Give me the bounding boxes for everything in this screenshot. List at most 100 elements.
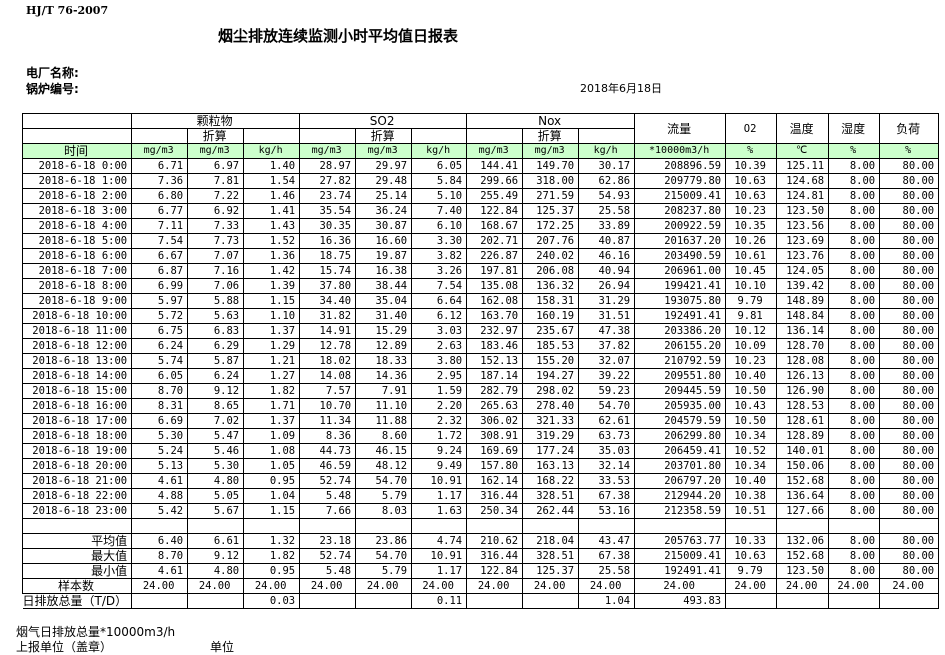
cell: 125.37 <box>522 203 580 219</box>
cell: 40.87 <box>578 233 636 249</box>
cell: 8.00 <box>828 533 881 549</box>
cell <box>466 593 524 609</box>
cell: 8.00 <box>828 503 881 519</box>
cell: 144.41 <box>466 158 524 174</box>
unit-cell: *10000m3/h <box>634 143 727 159</box>
header-row-groups: 颗粒物 SO2 Nox 流量 O2 温度 湿度 负荷 <box>21 113 940 144</box>
cell: 11.10 <box>355 398 413 414</box>
cell: 5.46 <box>187 443 245 459</box>
cell: 206797.20 <box>634 473 727 489</box>
cell: 5.30 <box>131 428 189 444</box>
cell <box>466 518 524 534</box>
cell: 10.61 <box>725 248 778 264</box>
table-row: 2018-6-18 8:00 6.99 7.06 1.39 37.80 38.44 7.54… <box>21 278 940 294</box>
cell: 162.08 <box>466 293 524 309</box>
header-converted: 折算 <box>187 128 245 144</box>
header-time: 时间 <box>21 143 133 159</box>
cell: 11.88 <box>355 413 413 429</box>
cell: 29.48 <box>355 173 413 189</box>
row-label: 2018-6-18 0:00 <box>21 158 133 174</box>
row-label: 2018-6-18 22:00 <box>21 488 133 504</box>
cell <box>828 518 881 534</box>
cell: 62.61 <box>578 413 636 429</box>
cell: 206459.41 <box>634 443 727 459</box>
cell: 2.20 <box>411 398 468 414</box>
cell: 52.74 <box>299 473 357 489</box>
cell: 8.31 <box>131 398 189 414</box>
cell: 204579.59 <box>634 413 727 429</box>
cell: 168.67 <box>466 218 524 234</box>
cell: 306.02 <box>466 413 524 429</box>
cell: 1.21 <box>243 353 301 369</box>
cell: 30.87 <box>355 218 413 234</box>
cell: 24.00 <box>725 578 778 594</box>
header-blank <box>299 128 357 144</box>
table-row: 2018-6-18 13:00 5.74 5.87 1.21 18.02 18.33 3.8… <box>21 353 940 369</box>
cell: 48.12 <box>355 458 413 474</box>
cell: 7.06 <box>187 278 245 294</box>
cell: 149.70 <box>522 158 580 174</box>
cell: 10.39 <box>725 158 778 174</box>
cell: 1.54 <box>243 173 301 189</box>
cell: 7.73 <box>187 233 245 249</box>
cell: 0.95 <box>243 473 301 489</box>
cell: 80.00 <box>879 233 940 249</box>
cell: 10.91 <box>411 473 468 489</box>
cell: 8.70 <box>131 548 189 564</box>
cell: 200922.59 <box>634 218 727 234</box>
unit-cell: mg/m3 <box>131 143 189 159</box>
cell: 38.44 <box>355 278 413 294</box>
cell: 158.31 <box>522 293 580 309</box>
cell: 209779.80 <box>634 173 727 189</box>
cell: 18.75 <box>299 248 357 264</box>
cell: 1.40 <box>243 158 301 174</box>
cell: 8.00 <box>828 158 881 174</box>
unit-cell: kg/h <box>578 143 636 159</box>
cell: 8.00 <box>828 323 881 339</box>
cell <box>578 518 636 534</box>
cell: 5.47 <box>187 428 245 444</box>
cell: 5.63 <box>187 308 245 324</box>
cell: 210792.59 <box>634 353 727 369</box>
cell: 128.70 <box>776 338 830 354</box>
cell: 150.06 <box>776 458 830 474</box>
cell: 24.00 <box>131 578 189 594</box>
cell: 132.06 <box>776 533 830 549</box>
cell <box>299 593 357 609</box>
unit-cell: mg/m3 <box>187 143 245 159</box>
cell: 10.23 <box>725 203 778 219</box>
cell: 80.00 <box>879 368 940 384</box>
boiler-number-label: 锅炉编号: <box>26 82 79 96</box>
cell: 5.48 <box>299 488 357 504</box>
cell: 316.44 <box>466 488 524 504</box>
cell <box>131 518 189 534</box>
table-row: 2018-6-18 16:00 8.31 8.65 1.71 10.70 11.10 2.2… <box>21 398 940 414</box>
table-row: 2018-6-18 0:00 6.71 6.97 1.40 28.97 29.97 6.05… <box>21 158 940 174</box>
cell: 10.33 <box>725 533 778 549</box>
cell: 6.77 <box>131 203 189 219</box>
cell <box>828 593 881 609</box>
cell: 194.27 <box>522 368 580 384</box>
cell: 265.63 <box>466 398 524 414</box>
cell: 201637.20 <box>634 233 727 249</box>
cell: 14.08 <box>299 368 357 384</box>
row-label: 2018-6-18 4:00 <box>21 218 133 234</box>
cell: 202.71 <box>466 233 524 249</box>
cell: 183.46 <box>466 338 524 354</box>
cell: 2.32 <box>411 413 468 429</box>
cell: 7.81 <box>187 173 245 189</box>
cell: 80.00 <box>879 158 940 174</box>
cell: 136.14 <box>776 323 830 339</box>
standard-code: HJ/T 76-2007 <box>26 4 109 17</box>
report-title: 烟尘排放连续监测小时平均值日报表 <box>218 27 459 45</box>
cell: 67.38 <box>578 488 636 504</box>
cell: 5.79 <box>355 563 413 579</box>
cell: 124.81 <box>776 188 830 204</box>
row-label: 平均值 <box>21 533 133 549</box>
cell: 33.53 <box>578 473 636 489</box>
cell: 1.39 <box>243 278 301 294</box>
cell: 208237.80 <box>634 203 727 219</box>
plant-name-label: 电厂名称: <box>26 66 79 80</box>
cell <box>776 593 830 609</box>
row-label: 2018-6-18 12:00 <box>21 338 133 354</box>
